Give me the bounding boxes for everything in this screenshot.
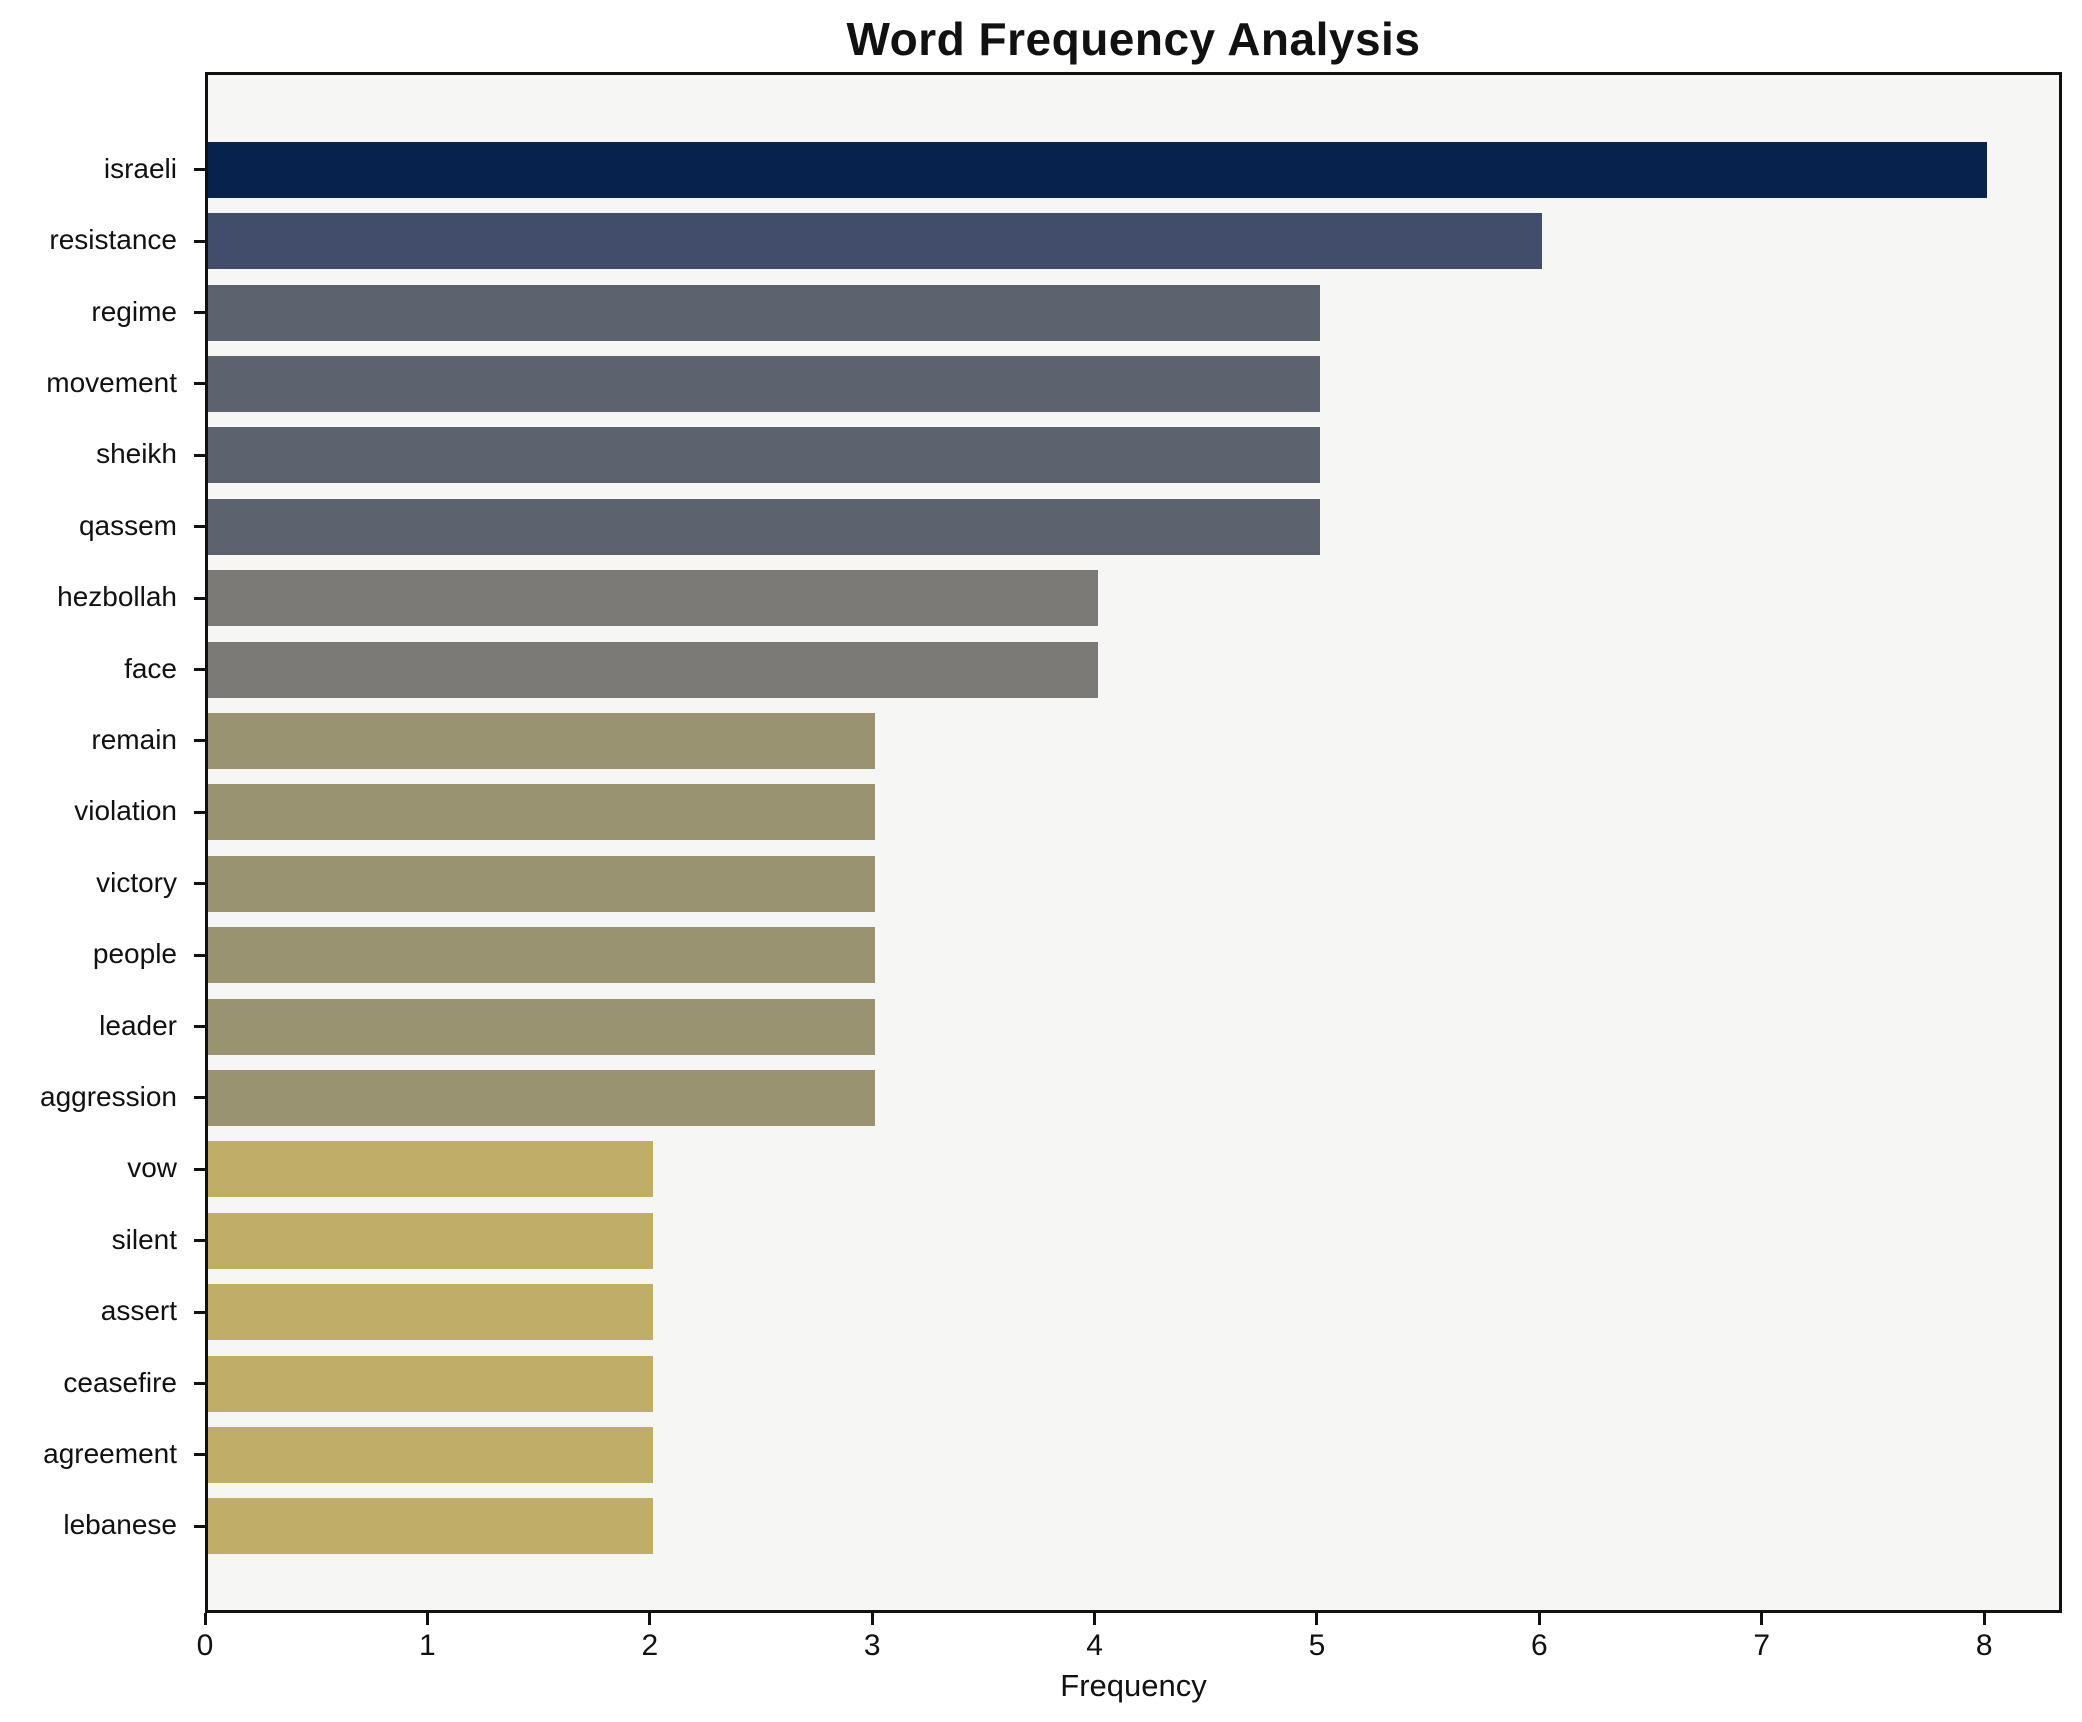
frequency-bar — [208, 1212, 653, 1269]
frequency-bar — [208, 855, 876, 912]
frequency-bar — [208, 284, 1320, 341]
frequency-bar — [208, 1355, 653, 1412]
x-tick-label: 7 — [1753, 1629, 1771, 1662]
x-tick-label: 0 — [196, 1629, 214, 1662]
y-tick — [194, 168, 205, 172]
frequency-bar — [208, 998, 876, 1055]
category-label: qassem — [78, 509, 177, 541]
frequency-bar — [208, 927, 876, 984]
frequency-bar — [208, 355, 1320, 412]
x-tick — [1760, 1613, 1764, 1625]
category-label: regime — [91, 295, 177, 327]
category-label: agreement — [43, 1437, 177, 1469]
x-axis-label: Frequency — [1060, 1668, 1207, 1703]
y-tick — [194, 953, 205, 957]
x-tick-label: 6 — [1531, 1629, 1548, 1662]
y-tick — [194, 311, 205, 314]
y-tick — [194, 739, 205, 743]
category-label: sheikh — [96, 438, 177, 470]
y-tick — [194, 668, 205, 671]
x-tick — [1315, 1613, 1319, 1625]
y-tick — [194, 1382, 205, 1385]
x-tick — [203, 1613, 207, 1625]
y-tick — [194, 882, 205, 886]
frequency-bar — [208, 784, 876, 841]
y-tick — [194, 596, 205, 600]
category-label: face — [124, 652, 177, 684]
category-label: resistance — [49, 224, 177, 256]
frequency-bar — [208, 1141, 653, 1198]
x-tick — [1982, 1613, 1986, 1625]
x-tick-label: 3 — [863, 1629, 881, 1662]
y-tick — [194, 525, 205, 529]
x-tick — [648, 1613, 652, 1625]
x-tick — [1537, 1613, 1541, 1625]
y-tick — [194, 810, 205, 814]
category-label: hezbollah — [57, 581, 177, 613]
x-tick — [425, 1613, 429, 1625]
x-tick-label: 1 — [419, 1629, 436, 1662]
x-tick-label: 4 — [1086, 1629, 1103, 1662]
x-tick-label: 8 — [1975, 1629, 1993, 1662]
frequency-bar — [208, 712, 876, 769]
category-label: leader — [99, 1009, 177, 1041]
x-tick — [1093, 1613, 1097, 1625]
frequency-bar — [208, 1284, 653, 1341]
category-label: remain — [91, 723, 177, 755]
category-label: lebanese — [63, 1509, 177, 1541]
frequency-bar — [208, 213, 1543, 270]
frequency-bar — [208, 641, 1098, 698]
frequency-bar — [208, 1069, 876, 1126]
x-tick-label: 2 — [641, 1629, 659, 1662]
category-label: violation — [74, 795, 177, 827]
y-tick — [194, 1025, 205, 1028]
frequency-bar — [208, 141, 1988, 198]
frequency-bar — [208, 1426, 653, 1483]
y-tick — [194, 1524, 205, 1528]
category-label: silent — [111, 1223, 177, 1255]
chart-title: Word Frequency Analysis — [846, 13, 1421, 65]
y-tick — [194, 239, 205, 243]
category-label: aggression — [40, 1080, 177, 1112]
category-label: israeli — [103, 152, 177, 184]
frequency-bar — [208, 498, 1320, 555]
x-tick-label: 5 — [1308, 1629, 1326, 1662]
y-tick — [194, 1310, 205, 1314]
frequency-bar — [208, 1498, 653, 1555]
category-label: people — [92, 938, 177, 970]
y-tick — [194, 1453, 205, 1457]
x-tick — [870, 1613, 874, 1625]
y-tick — [194, 1096, 205, 1100]
category-label: assert — [100, 1295, 177, 1327]
frequency-bar — [208, 427, 1320, 484]
category-label: vow — [127, 1152, 177, 1184]
y-tick — [194, 1239, 205, 1243]
y-tick — [194, 1167, 205, 1171]
y-tick — [194, 382, 205, 386]
frequency-bar — [208, 570, 1098, 627]
category-label: victory — [96, 866, 177, 898]
y-tick — [194, 453, 205, 457]
category-label: movement — [46, 366, 177, 398]
category-label: ceasefire — [63, 1366, 177, 1398]
